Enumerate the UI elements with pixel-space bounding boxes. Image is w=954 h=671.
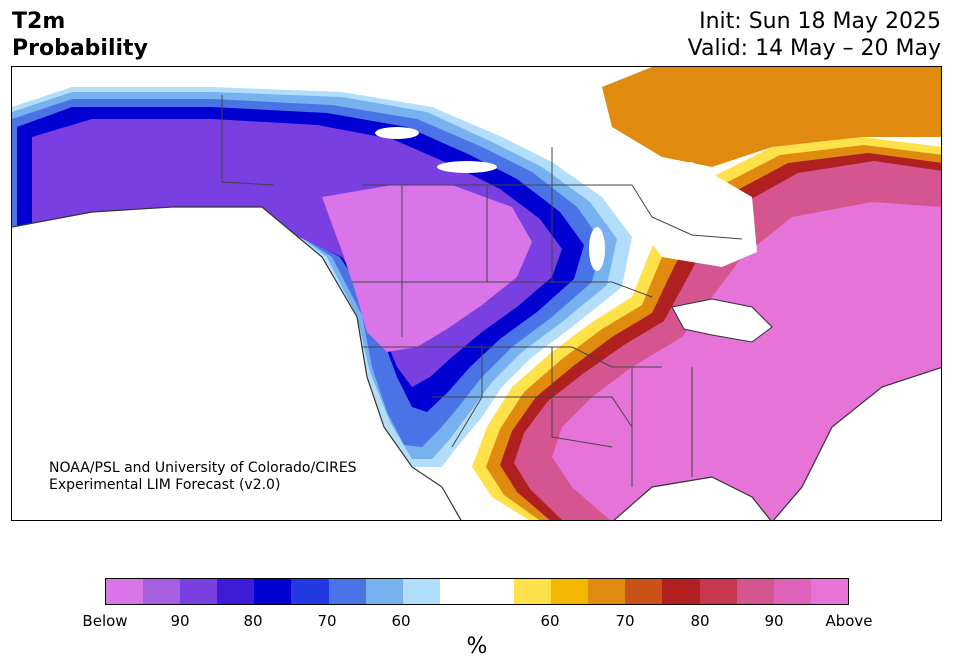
colorbar-tick-label: 80 [690,612,710,630]
probability-map [11,66,942,521]
colorbar-tick-label: 70 [615,612,635,630]
hudson-bay [627,162,757,267]
colorbar-segment [588,579,626,604]
great-slave-lake [437,161,497,173]
colorbar-segment [736,579,774,604]
colorbar-segment [514,579,552,604]
colorbar-segment [254,579,292,604]
political-borders [221,95,743,487]
title-block: T2m Probability [12,8,148,62]
colorbar-segment [328,579,366,604]
init-date: Init: Sun 18 May 2025 [699,9,941,34]
colorbar-segment [217,579,255,604]
colorbar-segment [810,579,848,604]
colorbar-tick-label: 80 [243,612,263,630]
colorbar-segment [476,579,515,604]
colorbar-tick-label: 60 [391,612,411,630]
gulf-of-mexico [614,477,771,520]
colorbar-tick-label: 60 [540,612,560,630]
colorbar-segment [180,579,218,604]
date-block: Init: Sun 18 May 2025 Valid: 14 May – 20… [688,8,941,62]
cold-contour-below [322,185,532,352]
great-lakes [671,298,773,343]
colorbar-segment [143,579,181,604]
colorbar-segment [625,579,663,604]
credit-text: NOAA/PSL and University of Colorado/CIRE… [49,460,357,494]
colorbar-tick-label: Above [825,612,873,630]
lake-winnipeg [589,227,605,271]
colorbar-tick-label: Below [82,612,128,630]
coastline [12,206,941,520]
colorbar-tick-label: 90 [170,612,190,630]
colorbar-segment [699,579,737,604]
colorbar-segment [106,579,144,604]
valid-range: Valid: 14 May – 20 May [687,36,941,61]
colorbar-units: % [466,634,488,659]
credit-line-2: Experimental LIM Forecast (v2.0) [49,477,281,493]
colorbar [105,578,849,605]
colorbar-segment [773,579,811,604]
great-bear-lake [375,127,419,139]
pacific-ocean [12,207,461,520]
colorbar-segment [439,579,477,604]
product-title: Probability [12,36,148,61]
map-canvas [12,67,941,520]
colorbar-segment [551,579,589,604]
colorbar-tick-label: 70 [317,612,337,630]
colorbar-segment [662,579,700,604]
colorbar-segment [291,579,329,604]
variable-title: T2m [12,9,66,34]
colorbar-tick-label: 90 [764,612,784,630]
credit-line-1: NOAA/PSL and University of Colorado/CIRE… [49,460,357,476]
colorbar-segment [402,579,440,604]
atlantic-ocean [773,367,941,520]
colorbar-segment [365,579,403,604]
canada-warm-band [602,67,941,167]
